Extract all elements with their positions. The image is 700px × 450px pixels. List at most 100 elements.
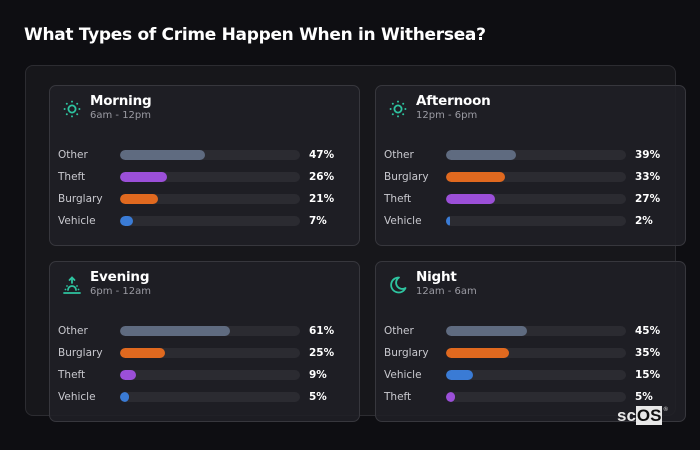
bar-row-theft: Theft 9% — [58, 368, 348, 390]
registered-mark: ® — [663, 407, 668, 413]
bar-label: Vehicle — [384, 215, 422, 227]
bar-track — [120, 392, 300, 402]
bar-row-burglary: Burglary 35% — [384, 346, 674, 368]
card-title: Evening — [90, 269, 150, 285]
bar-fill — [446, 150, 517, 160]
bar-row-theft: Theft 26% — [58, 170, 348, 192]
bar-value: 35% — [635, 347, 661, 359]
bar-track — [120, 172, 300, 182]
bar-row-other: Other 45% — [384, 324, 674, 346]
card-header: Morning 6am - 12pm — [62, 93, 152, 122]
bar-row-other: Other 47% — [58, 148, 348, 170]
bar-fill — [446, 216, 450, 226]
bar-fill — [120, 370, 137, 380]
bar-fill — [446, 326, 527, 336]
bar-track — [120, 370, 300, 380]
bar-fill — [446, 348, 509, 358]
card-title: Afternoon — [416, 93, 491, 109]
logo-text-sc: sc — [617, 406, 636, 425]
card-header: Afternoon 12pm - 6pm — [388, 94, 491, 122]
bar-label: Other — [58, 149, 88, 161]
card-header: Night 12am - 6am — [388, 270, 477, 298]
bar-value: 15% — [635, 369, 661, 381]
bar-track — [120, 326, 300, 336]
sun-icon — [388, 99, 408, 119]
bar-track — [446, 392, 626, 402]
bar-row-vehicle: Vehicle 15% — [384, 368, 674, 390]
bar-value: 9% — [309, 369, 327, 381]
bar-value: 5% — [309, 391, 327, 403]
bar-label: Burglary — [58, 193, 103, 205]
bar-list: Other 45% Burglary 35% Vehicle 15% Theft… — [384, 324, 674, 412]
moon-icon — [388, 275, 408, 295]
bar-value: 45% — [635, 325, 661, 337]
bar-row-other: Other 61% — [58, 324, 348, 346]
page-title: What Types of Crime Happen When in Withe… — [24, 25, 486, 45]
scos-logo: sc OS ® — [617, 406, 668, 425]
bar-label: Theft — [58, 369, 86, 381]
bar-track — [446, 326, 626, 336]
bar-label: Vehicle — [58, 391, 96, 403]
bar-track — [446, 150, 626, 160]
bar-fill — [120, 348, 165, 358]
logo-text-os: OS — [635, 406, 663, 425]
bar-label: Theft — [384, 391, 412, 403]
bar-fill — [446, 194, 495, 204]
bar-track — [120, 348, 300, 358]
bar-label: Burglary — [384, 171, 429, 183]
bar-track — [120, 216, 300, 226]
card-time-range: 12am - 6am — [416, 286, 477, 297]
bar-track — [446, 348, 626, 358]
bar-value: 61% — [309, 325, 335, 337]
bar-label: Burglary — [58, 347, 103, 359]
bar-value: 2% — [635, 215, 653, 227]
bar-track — [446, 172, 626, 182]
card-title: Morning — [90, 93, 152, 109]
card-title: Night — [416, 269, 457, 285]
bar-label: Theft — [384, 193, 412, 205]
bar-value: 47% — [309, 149, 335, 161]
bar-track — [446, 216, 626, 226]
bar-value: 39% — [635, 149, 661, 161]
card-morning: Morning 6am - 12pm Other 47% Theft 26% B… — [49, 85, 360, 246]
bar-row-vehicle: Vehicle 7% — [58, 214, 348, 236]
bar-value: 27% — [635, 193, 661, 205]
bar-label: Vehicle — [58, 215, 96, 227]
bar-label: Burglary — [384, 347, 429, 359]
bar-list: Other 61% Burglary 25% Theft 9% Vehicle … — [58, 324, 348, 412]
sun-icon — [62, 99, 82, 119]
sunset-icon — [62, 275, 82, 295]
bar-track — [120, 194, 300, 204]
bar-list: Other 47% Theft 26% Burglary 21% Vehicle… — [58, 148, 348, 236]
bar-row-burglary: Burglary 21% — [58, 192, 348, 214]
card-night: Night 12am - 6am Other 45% Burglary 35% … — [375, 261, 686, 422]
bar-fill — [446, 392, 455, 402]
bar-fill — [446, 370, 473, 380]
bar-label: Other — [384, 149, 414, 161]
bar-fill — [120, 392, 129, 402]
bar-row-other: Other 39% — [384, 148, 674, 170]
bar-label: Other — [384, 325, 414, 337]
bar-row-vehicle: Vehicle 5% — [58, 390, 348, 412]
bar-fill — [120, 326, 230, 336]
bar-row-burglary: Burglary 25% — [58, 346, 348, 368]
bar-label: Other — [58, 325, 88, 337]
bar-row-theft: Theft 5% — [384, 390, 674, 412]
bar-list: Other 39% Burglary 33% Theft 27% Vehicle… — [384, 148, 674, 236]
bar-row-burglary: Burglary 33% — [384, 170, 674, 192]
bar-fill — [120, 216, 133, 226]
card-evening: Evening 6pm - 12am Other 61% Burglary 25… — [49, 261, 360, 422]
bar-fill — [446, 172, 506, 182]
bar-value: 25% — [309, 347, 335, 359]
bar-label: Vehicle — [384, 369, 422, 381]
card-time-range: 12pm - 6pm — [416, 110, 478, 121]
bar-value: 21% — [309, 193, 335, 205]
card-afternoon: Afternoon 12pm - 6pm Other 39% Burglary … — [375, 85, 686, 246]
bar-track — [446, 370, 626, 380]
bar-fill — [120, 150, 205, 160]
bar-fill — [120, 194, 158, 204]
bar-fill — [120, 172, 167, 182]
bar-row-theft: Theft 27% — [384, 192, 674, 214]
card-time-range: 6pm - 12am — [90, 286, 152, 297]
card-time-range: 6am - 12pm — [90, 110, 152, 121]
